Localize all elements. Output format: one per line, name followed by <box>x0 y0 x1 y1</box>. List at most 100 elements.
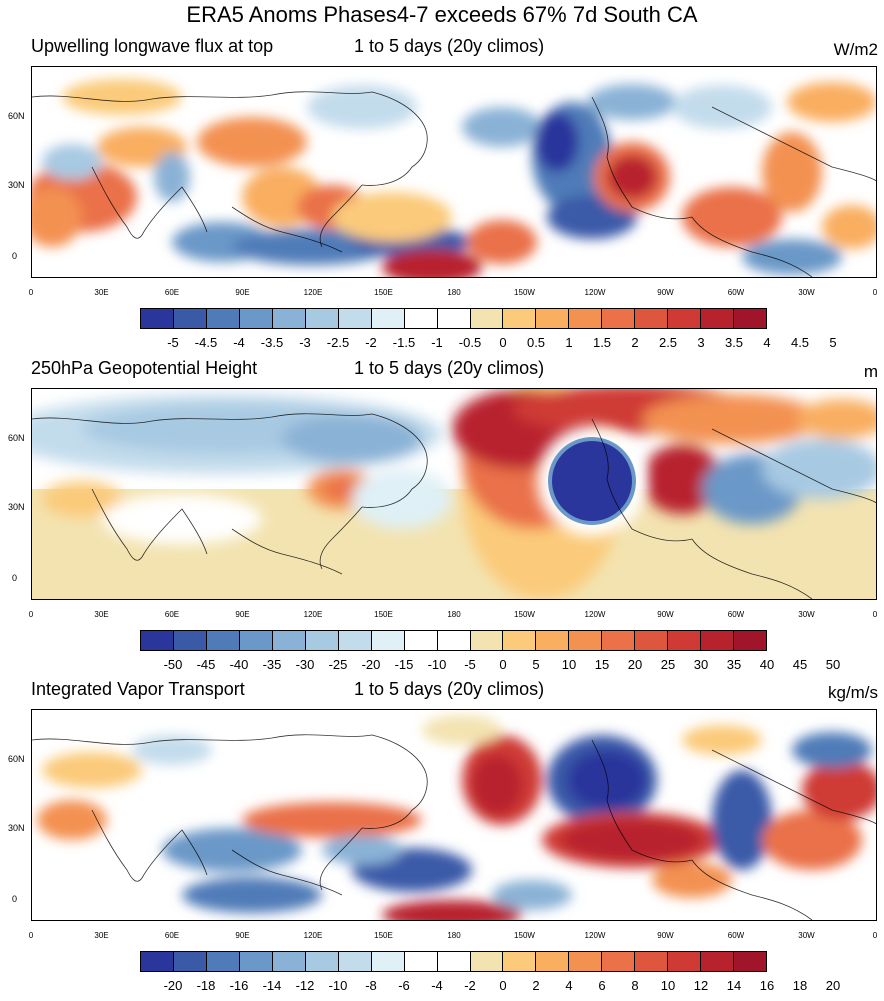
colorbar-swatch <box>173 309 207 328</box>
colorbar-tick-label: -5 <box>167 335 179 350</box>
lon-label: 60E <box>164 610 180 619</box>
lon-label: 90E <box>235 931 250 940</box>
lon-label: 150E <box>374 288 393 297</box>
lon-label: 150E <box>374 931 393 940</box>
lon-label: 90E <box>235 610 250 619</box>
colorbar-tick-label: -5 <box>464 657 476 672</box>
figure-title: ERA5 Anoms Phases4-7 exceeds 67% 7d Sout… <box>186 2 698 27</box>
colorbar-swatch <box>668 631 702 650</box>
colorbar-tick-label: 4 <box>763 335 771 350</box>
panel-variable-title: 250hPa Geopotential Height <box>31 358 258 378</box>
lon-label: 0 <box>28 931 34 940</box>
colorbar-tick-label: 0.5 <box>526 335 546 350</box>
colorbar-tick-label: -40 <box>229 657 249 672</box>
lon-label: 180 <box>447 931 461 940</box>
lon-label: 60E <box>164 288 180 297</box>
lon-label: 0 <box>28 610 34 619</box>
colorbar-tick-label: 0 <box>499 657 507 672</box>
colorbar-tick-label: -50 <box>163 657 183 672</box>
colorbar-swatch <box>239 631 273 650</box>
lat-label-eq: 0 <box>12 251 18 261</box>
colorbar-swatch <box>305 309 339 328</box>
lon-label: 30E <box>94 610 109 619</box>
colorbar-tick-label: -4 <box>233 335 245 350</box>
colorbar-swatch <box>569 631 603 650</box>
colorbar <box>140 951 767 972</box>
lon-label: 150E <box>374 610 393 619</box>
colorbar-swatch <box>470 631 504 650</box>
colorbar-tick-label: -2 <box>365 335 377 350</box>
colorbar-swatch <box>701 952 735 971</box>
colorbar-swatch <box>404 309 438 328</box>
colorbar-tick-label: -1.5 <box>392 335 416 350</box>
panel-period-title: 1 to 5 days (20y climos) <box>354 358 545 378</box>
colorbar-swatch <box>141 631 174 650</box>
colorbar-swatch <box>602 952 636 971</box>
lon-label: 120W <box>584 931 606 940</box>
lon-label: 0 <box>872 288 878 297</box>
lon-label: 150W <box>514 931 535 940</box>
colorbar-swatch <box>305 631 339 650</box>
colorbar-swatch <box>239 952 273 971</box>
colorbar-swatch <box>569 952 603 971</box>
colorbar-swatch <box>338 309 372 328</box>
colorbar-swatch <box>701 631 735 650</box>
colorbar-tick-label: -4.5 <box>194 335 218 350</box>
colorbar-swatch <box>338 631 372 650</box>
colorbar-tick-label: 3.5 <box>724 335 744 350</box>
panel-units: W/m2 <box>833 40 878 59</box>
lon-label: 30W <box>798 288 815 297</box>
colorbar-swatch <box>437 631 471 650</box>
colorbar-tick-label: -1 <box>431 335 443 350</box>
lat-label-eq: 0 <box>12 573 18 583</box>
colorbar-swatch <box>305 952 339 971</box>
colorbar-tick-label: -20 <box>361 657 381 672</box>
colorbar-swatch <box>338 952 372 971</box>
lon-label: 30W <box>798 610 815 619</box>
colorbar-swatch <box>701 309 735 328</box>
colorbar-tick-label: 25 <box>660 657 676 672</box>
colorbar-swatch <box>602 309 636 328</box>
colorbar-tick-label: -15 <box>394 657 414 672</box>
lon-label: 120W <box>584 288 606 297</box>
lon-label: 90E <box>235 288 250 297</box>
colorbar-swatch <box>437 952 471 971</box>
colorbar-tick-label: 15 <box>594 657 610 672</box>
colorbar-swatch <box>272 309 306 328</box>
colorbar-tick-label: 2.5 <box>658 335 678 350</box>
colorbar-tick-label: -3 <box>299 335 311 350</box>
lon-label: 0 <box>872 610 878 619</box>
lon-label: 60W <box>727 931 745 940</box>
colorbar <box>140 630 767 651</box>
lat-label-30n: 30N <box>8 502 25 512</box>
lon-label: 180 <box>447 610 461 619</box>
lon-label: 150W <box>514 288 535 297</box>
colorbar-tick-label: -0.5 <box>458 335 482 350</box>
colorbar-swatch <box>635 631 669 650</box>
colorbar-tick-label: -25 <box>328 657 348 672</box>
colorbar-tick-label: 50 <box>825 657 841 672</box>
colorbar-swatch <box>371 952 405 971</box>
lon-label: 120E <box>303 288 323 297</box>
map-olr-anomaly <box>31 66 877 278</box>
colorbar-swatch <box>503 952 537 971</box>
colorbar-tick-label: 20 <box>627 657 643 672</box>
colorbar-swatch <box>371 309 405 328</box>
colorbar-swatch <box>272 631 306 650</box>
colorbar-swatch <box>668 309 702 328</box>
lon-label: 0 <box>28 288 34 297</box>
colorbar-swatch <box>470 952 504 971</box>
lat-label-30n: 30N <box>8 823 25 833</box>
colorbar-tick-label: -2.5 <box>326 335 350 350</box>
lon-label: 150W <box>514 610 535 619</box>
colorbar-swatch <box>734 309 767 328</box>
lon-label: 90W <box>657 288 674 297</box>
panel-olr: Upwelling longwave flux at top 1 to 5 da… <box>0 36 884 358</box>
panel-z250: 250hPa Geopotential Height 1 to 5 days (… <box>0 358 884 680</box>
colorbar-swatch <box>503 309 537 328</box>
colorbar-tick-label: -10 <box>427 657 447 672</box>
panel-period-title: 1 to 5 days (20y climos) <box>354 36 545 56</box>
colorbar-tick-label: 4.5 <box>790 335 810 350</box>
colorbar-tick-label: 30 <box>693 657 709 672</box>
lat-label-eq: 0 <box>12 894 18 904</box>
